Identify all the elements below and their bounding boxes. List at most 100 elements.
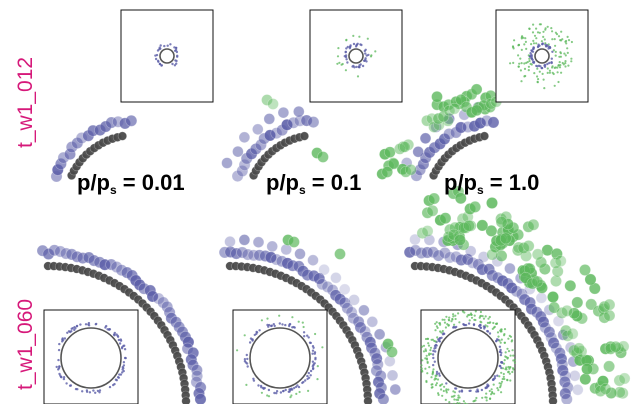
inset-small-2-fluid	[525, 47, 528, 51]
fluid-molecule	[599, 383, 612, 395]
pressure-label-2: p/ps = 1.0	[444, 170, 540, 197]
inset-large-1-adsorbate	[248, 341, 252, 344]
fluid-molecule	[431, 91, 443, 103]
inset-small-1-fluid	[336, 55, 340, 58]
adsorbed-molecule	[238, 131, 251, 144]
inset-large-2-fluid	[502, 372, 505, 376]
adsorbed-molecule	[190, 364, 203, 377]
inset-large-2-adsorbate	[438, 374, 441, 377]
adsorbed-molecule	[152, 292, 165, 305]
fluid-molecule	[556, 306, 568, 319]
inset-small-2-fluid	[553, 38, 556, 41]
inset-large-0-adsorbate	[79, 323, 82, 326]
inset-small-2-fluid	[518, 62, 521, 65]
inset-small-2-fluid	[570, 40, 574, 44]
inset-large-2-adsorbate	[445, 382, 448, 385]
inset-large-0-adsorbate	[122, 369, 125, 373]
adsorbed-molecule	[287, 116, 300, 129]
fluid-molecule	[564, 279, 577, 292]
adsorbed-molecule	[421, 246, 434, 259]
fluid-molecule	[485, 97, 498, 110]
pore-wall-atom	[181, 396, 191, 406]
inset-small-2-fluid	[509, 62, 512, 65]
inset-large-2-fluid	[441, 383, 444, 386]
inset-small-2-fluid	[542, 30, 545, 33]
inset-large-2-fluid	[492, 326, 496, 329]
fluid-molecule	[495, 216, 508, 228]
inset-small-1-adsorbate	[346, 61, 349, 64]
inset-large-0-adsorbate	[57, 368, 60, 371]
inset-small-2-adsorbate	[548, 46, 552, 50]
inset-large-1-fluid	[321, 346, 324, 349]
fluid-molecule	[386, 346, 398, 358]
inset-large-1-adsorbate	[301, 381, 304, 385]
inset-large-0-adsorbate	[94, 323, 98, 326]
inset-large-2-fluid	[433, 339, 436, 343]
inset-small-2-adsorbate	[548, 61, 551, 65]
fluid-molecule	[384, 146, 396, 158]
inset-large-2-fluid	[480, 321, 483, 324]
inset-small-2-fluid	[524, 37, 527, 40]
inset-large-1-adsorbate	[275, 392, 278, 395]
inset-large-2-fluid	[458, 321, 461, 324]
inset-small-2-fluid	[551, 38, 554, 41]
inset-small-2-fluid	[543, 38, 546, 41]
fluid-molecule	[387, 158, 400, 170]
inset-small-2-fluid	[527, 65, 531, 68]
inset-small-2-fluid	[554, 54, 557, 57]
inset-small-2-fluid	[570, 57, 573, 60]
adsorbed-molecule	[281, 118, 293, 131]
inset-large-0-adsorbate	[92, 389, 95, 392]
inset-small-2-fluid	[557, 80, 560, 84]
fluid-molecule	[486, 197, 498, 209]
inset-large-2-fluid	[504, 351, 507, 354]
inset-large-2-fluid	[500, 371, 503, 374]
inset-large-2-fluid	[490, 393, 493, 396]
fluid-molecule	[603, 360, 615, 373]
inset-large-2-adsorbate	[438, 336, 442, 340]
inset-large-2-fluid	[506, 347, 509, 350]
inset-large-2-fluid	[498, 382, 501, 385]
snapshot-small-1	[221, 9, 403, 182]
inset-large-0-adsorbate	[122, 361, 126, 364]
inset-large-0-adsorbate	[108, 328, 111, 331]
inset-small-2-fluid	[546, 25, 549, 28]
inset-large-2-adsorbate	[499, 353, 503, 357]
inset-large-2-fluid	[491, 390, 494, 394]
inset-small-2-adsorbate	[537, 43, 540, 46]
inset-large-1-adsorbate	[261, 386, 265, 390]
inset-large-0-adsorbate	[58, 372, 61, 376]
inset-small-2-fluid	[546, 67, 549, 70]
inset-large-2-fluid	[435, 382, 438, 385]
adsorbed-molecule	[221, 157, 233, 169]
inset-large-1-adsorbate	[284, 323, 287, 327]
inset-large-0-adsorbate	[62, 376, 66, 379]
inset-small-1-adsorbate	[359, 43, 362, 46]
adsorbed-molecule	[338, 296, 351, 309]
fluid-molecule	[535, 256, 547, 269]
inset-small-1-fluid	[356, 75, 360, 78]
inset-large-2-fluid	[507, 337, 510, 340]
fluid-molecule	[594, 385, 607, 397]
inset-small-2-fluid	[538, 23, 542, 26]
inset-large-1-adsorbate	[307, 336, 310, 339]
adsorbed-molecule	[238, 234, 251, 246]
inset-large-0-adsorbate	[62, 377, 66, 381]
adsorbed-molecule	[321, 280, 334, 293]
adsorbed-molecule	[505, 281, 518, 294]
fluid-molecule	[421, 114, 433, 127]
inset-large-2-fluid	[497, 335, 500, 338]
adsorbed-molecule	[555, 352, 568, 365]
adsorbed-molecule	[386, 369, 399, 382]
inset-small-2-fluid	[536, 80, 539, 83]
inset-large-2-adsorbate	[437, 339, 441, 342]
inset-large-2-fluid	[485, 396, 488, 399]
inset-large-2-fluid	[482, 317, 486, 320]
inset-large-1-adsorbate	[255, 332, 258, 336]
inset-large-2-adsorbate	[467, 322, 471, 325]
inset-small-2-fluid	[517, 65, 520, 68]
inset-small-0-adsorbate	[171, 62, 174, 66]
inset-large-1-adsorbate	[314, 356, 317, 360]
inset-small-2-fluid	[564, 40, 567, 43]
inset-large-2-fluid	[496, 387, 499, 390]
